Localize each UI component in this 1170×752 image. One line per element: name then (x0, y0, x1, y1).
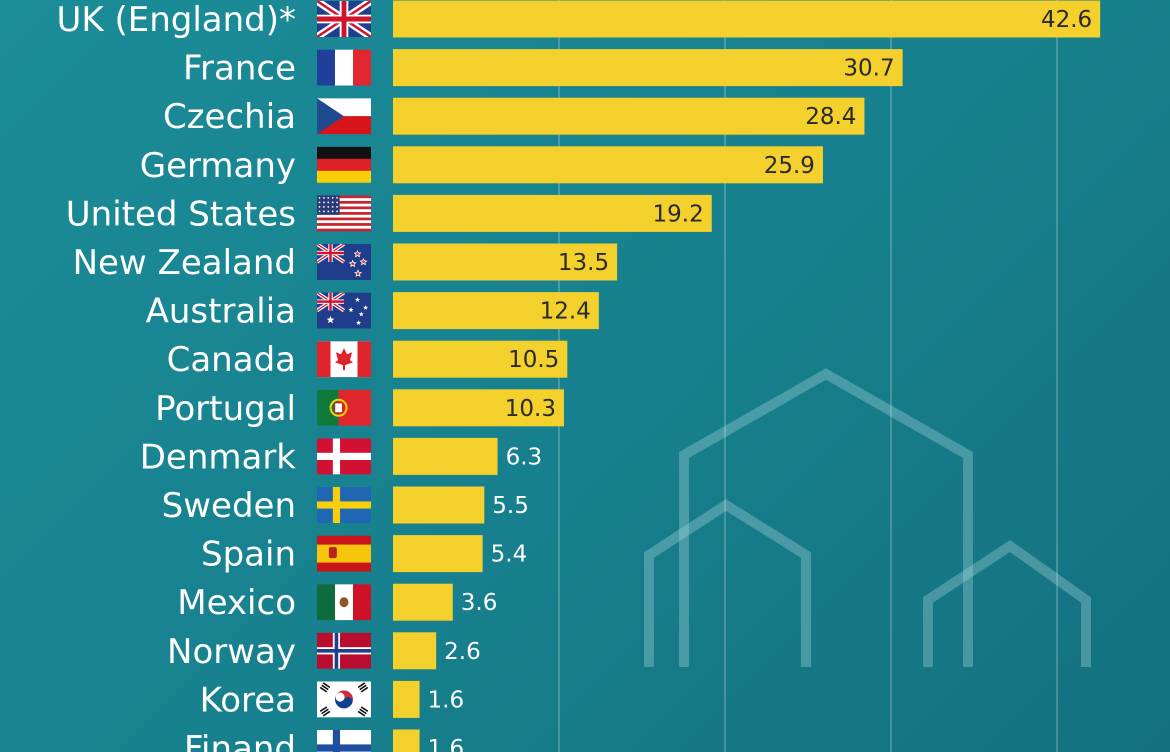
data-label: 42.6 (1041, 7, 1092, 33)
sweden-flag-icon (317, 487, 371, 523)
data-label: 13.5 (558, 250, 609, 276)
bar (393, 0, 1101, 38)
bar (393, 437, 498, 475)
category-label: Czechia (163, 97, 296, 137)
mexico-flag-icon (317, 584, 371, 621)
house-outline-icon (644, 368, 1091, 667)
category-label: Korea (200, 680, 296, 720)
data-label: 10.5 (508, 347, 559, 373)
category-label: France (183, 49, 296, 89)
data-label: 10.3 (505, 396, 556, 422)
uk-flag-icon (317, 1, 371, 37)
bar (393, 292, 599, 330)
france-flag-icon (317, 49, 371, 86)
bar (393, 583, 453, 621)
portugal-flag-icon (317, 389, 371, 426)
norway-flag-icon (317, 632, 371, 669)
usa-flag-icon (317, 195, 371, 232)
data-label: 28.4 (805, 104, 856, 130)
data-label: 5.5 (492, 493, 529, 519)
data-label: 2.6 (444, 639, 481, 665)
data-label: 12.4 (540, 299, 591, 325)
data-label: 1.6 (428, 687, 465, 713)
bar (393, 49, 903, 87)
category-label: Sweden (162, 486, 296, 526)
category-label: New Zealand (73, 243, 296, 283)
new-zealand-flag-icon (317, 244, 371, 280)
category-label: Spain (201, 535, 296, 575)
australia-flag-icon (317, 292, 371, 329)
bar (393, 389, 564, 427)
bar (393, 194, 712, 232)
bar (393, 146, 823, 184)
data-label: 30.7 (843, 56, 894, 82)
category-label: Denmark (140, 437, 297, 477)
bar (393, 97, 865, 135)
bar (393, 729, 420, 752)
data-label: 3.6 (461, 590, 498, 616)
category-label: Germany (140, 146, 296, 186)
bar (393, 243, 618, 281)
spain-flag-icon (317, 535, 371, 572)
bar (393, 680, 420, 718)
category-label: Portugal (155, 389, 296, 429)
data-label: 5.4 (491, 542, 528, 568)
bar (393, 632, 437, 670)
data-label: 19.2 (653, 201, 704, 227)
category-label: UK (England)* (56, 0, 296, 40)
finland-flag-icon (317, 730, 371, 752)
data-label: 25.9 (764, 153, 815, 179)
category-label: United States (66, 194, 296, 234)
bar (393, 340, 568, 378)
category-label: Mexico (177, 583, 296, 623)
canada-flag-icon (317, 341, 371, 378)
data-label: 6.3 (506, 444, 543, 470)
denmark-flag-icon (317, 438, 371, 475)
category-labels: UK (England)* France Czechia Germany United … (56, 0, 296, 752)
bar (393, 535, 483, 573)
flags (317, 1, 371, 752)
data-label: 1.6 (428, 736, 465, 752)
korea-flag-icon (317, 681, 371, 718)
czechia-flag-icon (317, 98, 371, 135)
germany-flag-icon (317, 146, 371, 183)
bar (393, 486, 485, 524)
category-label: Canada (167, 340, 296, 380)
category-label: Australia (146, 292, 296, 332)
category-label: Finand (184, 729, 296, 752)
category-label: Norway (167, 632, 296, 672)
bars: 42.6 30.7 28.4 25.9 19.2 13.5 12.4 10.5 10.3 6.3 5… (393, 0, 1101, 752)
